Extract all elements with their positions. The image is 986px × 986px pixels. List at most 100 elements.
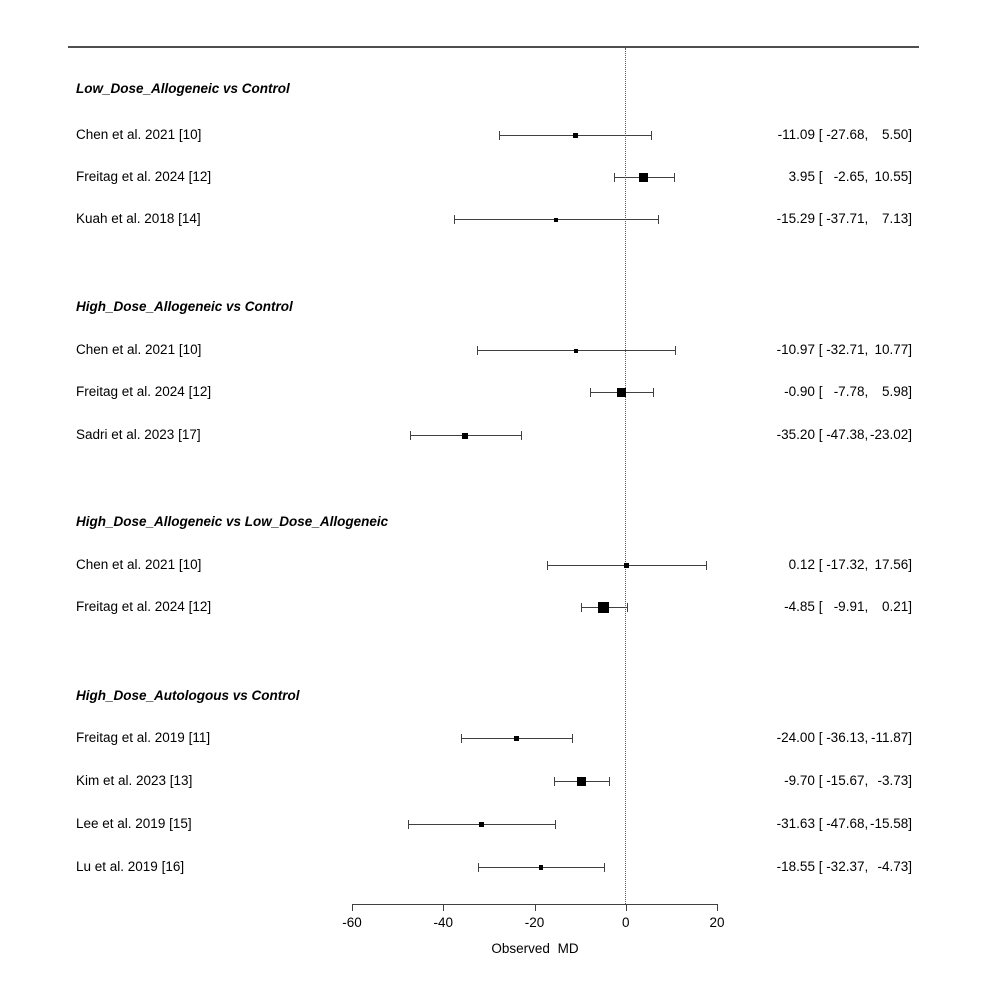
- annotation-ub: -4.73: [877, 859, 909, 874]
- ci-cap-right: [658, 215, 660, 224]
- effect-annotation: -9.70 [-15.67, -3.73]: [773, 772, 912, 790]
- effect-square: [572, 133, 578, 138]
- annotation-separator: [: [814, 730, 823, 745]
- effect-square: [478, 822, 484, 827]
- annotation-ub: 5.50: [881, 127, 909, 142]
- annotation-separator: ,: [864, 730, 869, 745]
- ci-cap-left: [460, 734, 462, 743]
- ci-cap-right: [608, 777, 610, 786]
- group-heading: High_Dose_Autologous vs Control: [76, 688, 300, 703]
- annotation-separator: ,: [864, 599, 869, 614]
- effect-annotation: -18.55 [-32.37, -4.73]: [773, 858, 912, 876]
- x-axis-tick: [534, 904, 536, 911]
- x-axis-tick-label: -60: [342, 915, 362, 930]
- study-label: Freitag et al. 2024 [12]: [76, 384, 212, 399]
- annotation-separator: ]: [908, 730, 912, 745]
- zero-reference-line: [625, 48, 626, 904]
- effect-square: [538, 865, 544, 870]
- effect-square: [553, 217, 558, 222]
- annotation-separator: [: [814, 211, 823, 226]
- annotation-lb: -32.37: [826, 859, 865, 874]
- ci-cap-right: [604, 863, 606, 872]
- annotation-est: -15.29: [776, 211, 815, 226]
- x-axis-tick-label: -40: [433, 915, 453, 930]
- annotation-separator: ]: [908, 427, 912, 442]
- annotation-separator: ]: [908, 773, 912, 788]
- annotation-ub: 7.13: [881, 211, 909, 226]
- x-axis-title: Observed MD: [491, 941, 579, 956]
- ci-cap-right: [650, 131, 652, 140]
- annotation-ub: 17.56: [874, 557, 909, 572]
- study-label: Chen et al. 2021 [10]: [76, 342, 202, 357]
- annotation-separator: ]: [908, 384, 912, 399]
- effect-square: [576, 776, 587, 787]
- ci-cap-left: [546, 561, 548, 570]
- annotation-ub: -23.02: [869, 427, 909, 442]
- x-axis-tick: [625, 904, 627, 911]
- ci-cap-right: [705, 561, 707, 570]
- group-heading: Low_Dose_Allogeneic vs Control: [76, 81, 290, 96]
- annotation-separator: ]: [908, 127, 912, 142]
- annotation-est: 0.12: [788, 557, 815, 572]
- annotation-lb: -7.78: [833, 384, 865, 399]
- effect-annotation: -11.09 [-27.68, 5.50]: [773, 126, 912, 144]
- x-axis-tick-label: 0: [621, 915, 630, 930]
- annotation-separator: ,: [864, 859, 869, 874]
- ci-cap-right: [673, 173, 675, 182]
- effect-square: [598, 602, 610, 613]
- ci-cap-right: [520, 431, 522, 440]
- annotation-separator: ,: [864, 384, 869, 399]
- ci-cap-left: [613, 173, 615, 182]
- ci-cap-left: [554, 777, 556, 786]
- annotation-separator: ,: [864, 557, 869, 572]
- annotation-est: -0.90: [784, 384, 815, 399]
- effect-annotation: -35.20 [-47.38, -23.02]: [773, 426, 912, 444]
- ci-cap-left: [590, 388, 592, 397]
- effect-annotation: 3.95 [-2.65, 10.55]: [773, 168, 912, 186]
- annotation-separator: ,: [864, 427, 869, 442]
- x-axis-tick: [352, 904, 353, 911]
- annotation-separator: ,: [864, 127, 869, 142]
- annotation-ub: 0.21: [881, 599, 909, 614]
- group-heading: High_Dose_Allogeneic vs Control: [76, 299, 293, 314]
- annotation-ub: 10.55: [874, 169, 909, 184]
- annotation-est: 3.95: [788, 169, 815, 184]
- study-label: Freitag et al. 2024 [12]: [76, 169, 212, 184]
- top-rule-line: [68, 46, 919, 48]
- ci-cap-right: [554, 820, 556, 829]
- annotation-lb: -15.67: [826, 773, 865, 788]
- annotation-est: -31.63: [776, 816, 815, 831]
- ci-cap-left: [580, 603, 582, 612]
- annotation-ub: 5.98: [881, 384, 909, 399]
- annotation-separator: ,: [864, 211, 869, 226]
- study-label: Kuah et al. 2018 [14]: [76, 211, 201, 226]
- effect-square: [617, 388, 627, 397]
- study-label: Lu et al. 2019 [16]: [76, 859, 185, 874]
- ci-cap-left: [408, 820, 410, 829]
- effect-annotation: -0.90 [ -7.78, 5.98]: [773, 383, 912, 401]
- annotation-lb: -37.71: [826, 211, 865, 226]
- ci-cap-left: [478, 863, 480, 872]
- annotation-est: -18.55: [776, 859, 815, 874]
- effect-annotation: 0.12 [-17.32, 17.56]: [773, 556, 912, 574]
- ci-cap-right: [571, 734, 573, 743]
- annotation-lb: -32.71: [826, 342, 865, 357]
- x-axis-tick: [443, 904, 445, 911]
- study-label: Freitag et al. 2019 [11]: [76, 730, 211, 745]
- annotation-lb: -47.38: [826, 427, 865, 442]
- study-label: Freitag et al. 2024 [12]: [76, 599, 212, 614]
- annotation-separator: [: [814, 384, 823, 399]
- study-label: Sadri et al. 2023 [17]: [76, 427, 201, 442]
- ci-cap-left: [476, 346, 478, 355]
- effect-annotation: -15.29 [-37.71, 7.13]: [773, 210, 912, 228]
- ci-cap-right: [674, 346, 676, 355]
- ci-cap-right: [626, 603, 628, 612]
- annotation-separator: ]: [908, 599, 912, 614]
- annotation-est: -11.09: [777, 127, 815, 142]
- annotation-separator: [: [814, 169, 823, 184]
- ci-cap-right: [653, 388, 655, 397]
- effect-square: [573, 348, 578, 353]
